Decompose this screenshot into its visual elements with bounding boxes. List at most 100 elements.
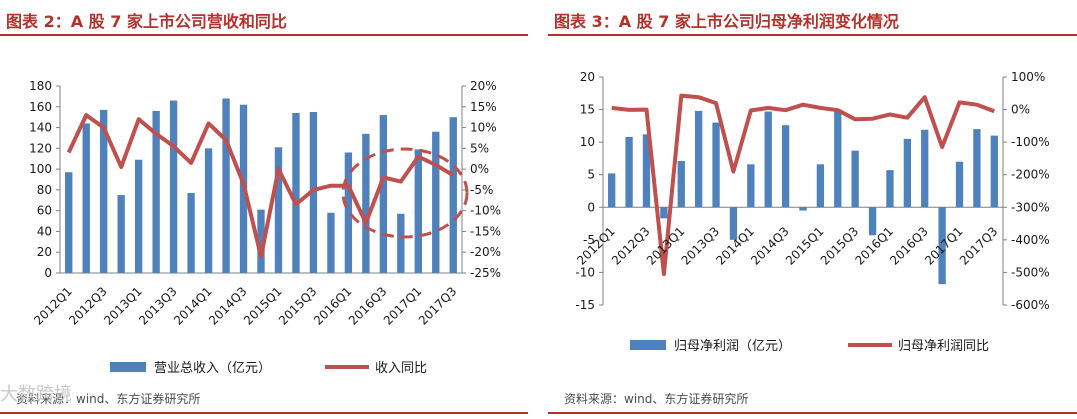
bar — [886, 170, 894, 208]
chart-panel-revenue: 图表 2：A 股 7 家上市公司营收和同比 0 20 40 60 80 100 120 140… — [0, 0, 528, 419]
y-right-tick-label: -400% — [1011, 233, 1050, 247]
y-right-tick-label: -200% — [1011, 168, 1050, 182]
y-left-tick-label: 5 — [587, 168, 595, 182]
chart-title: 图表 3：A 股 7 家上市公司归母净利润变化情况 — [554, 12, 899, 31]
y-right-tick-label: 0% — [470, 162, 489, 176]
title-divider — [548, 34, 1077, 36]
bar — [274, 147, 283, 273]
bar — [764, 111, 772, 208]
bar — [781, 125, 790, 208]
bar — [257, 209, 265, 273]
bar — [362, 133, 370, 273]
highlight-ellipse — [341, 147, 469, 239]
legend-swatch-bar — [110, 362, 146, 372]
y-right-tick-label: -15% — [470, 224, 501, 238]
bar — [799, 207, 807, 211]
bar — [100, 109, 108, 274]
bar — [65, 172, 73, 273]
x-tick-label: 2017Q3 — [416, 284, 460, 328]
y-right-tick-label: -25% — [470, 266, 501, 280]
bar — [816, 164, 825, 208]
y-right-tick-label: -600% — [1011, 298, 1050, 312]
bar — [327, 212, 335, 273]
bar — [187, 193, 195, 273]
y-left-tick-label: 15 — [580, 103, 595, 117]
chart-title: 图表 2：A 股 7 家上市公司营收和同比 — [6, 12, 287, 31]
bar — [642, 134, 651, 208]
y-right-tick-label: -100% — [1011, 135, 1050, 149]
y-left-tick-label: 0 — [587, 200, 595, 214]
revenue-chart: 0 20 40 60 80 100 120 140 160 180 -25% -20% -15% -10%… — [29, 79, 501, 376]
bar — [938, 207, 946, 285]
bar — [309, 111, 318, 273]
y-right-tick-label: 100% — [1011, 70, 1045, 84]
bar — [921, 129, 929, 208]
y-left-tick-label: 80 — [37, 183, 52, 197]
title-divider — [0, 34, 528, 36]
profit-chart: -15 -10 -5 0 5 10 15 20 -600% -500% -400% -300% -200… — [574, 70, 1050, 354]
bar — [134, 159, 143, 273]
bar — [625, 136, 633, 208]
y-left-tick-label: 100 — [29, 162, 52, 176]
legend-swatch-bar — [630, 340, 666, 350]
bar — [747, 164, 755, 208]
bar — [695, 110, 703, 208]
y-left-tick-label: 180 — [29, 79, 52, 93]
bar — [851, 150, 859, 208]
bar — [414, 149, 422, 273]
bar — [660, 207, 668, 219]
y-left-tick-label: -10 — [575, 265, 595, 279]
source-note: 资料来源：wind、东方证券研究所 — [16, 392, 201, 406]
y-right-tick-label: -20% — [470, 245, 501, 259]
y-left-tick-label: 20 — [580, 70, 595, 84]
y-right-tick-label: 20% — [470, 79, 497, 93]
bar — [990, 135, 998, 208]
bar — [712, 122, 720, 208]
bottom-divider — [0, 412, 528, 414]
y-left-tick-label: 120 — [29, 141, 52, 155]
y-right-tick-label: -500% — [1011, 265, 1050, 279]
y-right-tick-label: 10% — [470, 121, 497, 135]
y-left-tick-label: 20 — [37, 245, 52, 259]
bar — [169, 100, 178, 273]
bottom-divider — [548, 412, 1077, 414]
bar — [432, 131, 440, 273]
bar — [868, 207, 877, 236]
bar — [834, 111, 842, 208]
y-left-tick-label: -5 — [583, 233, 595, 247]
y-right-tick-label: -5% — [470, 183, 493, 197]
bar — [973, 129, 981, 208]
y-right-tick-label: -10% — [470, 204, 501, 218]
x-tick-label: 2017Q3 — [957, 224, 1001, 268]
y-right-tick-label: -300% — [1011, 200, 1050, 214]
y-right-tick-label: 0% — [1011, 103, 1030, 117]
y-left-tick-label: 0 — [44, 266, 52, 280]
y-left-tick-label: 40 — [37, 224, 52, 238]
bar — [449, 117, 457, 274]
legend-label: 归母净利润（亿元） — [674, 339, 791, 354]
bar — [729, 207, 738, 240]
bar — [379, 115, 388, 273]
y-left-tick-label: 10 — [580, 135, 595, 149]
bar — [344, 152, 353, 273]
y-right-tick-label: 15% — [470, 100, 497, 114]
y-left-tick-label: 140 — [29, 121, 52, 135]
bar — [903, 138, 911, 208]
source-note: 资料来源：wind、东方证券研究所 — [564, 392, 749, 406]
legend-label: 收入同比 — [375, 361, 427, 376]
bar — [292, 113, 300, 273]
bar — [117, 195, 125, 273]
bar — [152, 110, 160, 273]
bar — [397, 213, 405, 273]
chart-panel-profit: 图表 3：A 股 7 家上市公司归母净利润变化情况 -15 -10 -5 0 5 10 15… — [548, 0, 1077, 419]
bar — [82, 123, 90, 274]
y-right-tick-label: 5% — [470, 141, 489, 155]
legend-label: 营业总收入（亿元） — [154, 361, 271, 376]
y-left-tick-label: 60 — [37, 204, 52, 218]
watermark: 大数跨境 — [0, 384, 72, 405]
y-left-tick-label: 160 — [29, 100, 52, 114]
bar — [204, 148, 213, 273]
bar — [677, 161, 685, 208]
bar — [222, 98, 230, 273]
bar — [955, 161, 964, 208]
